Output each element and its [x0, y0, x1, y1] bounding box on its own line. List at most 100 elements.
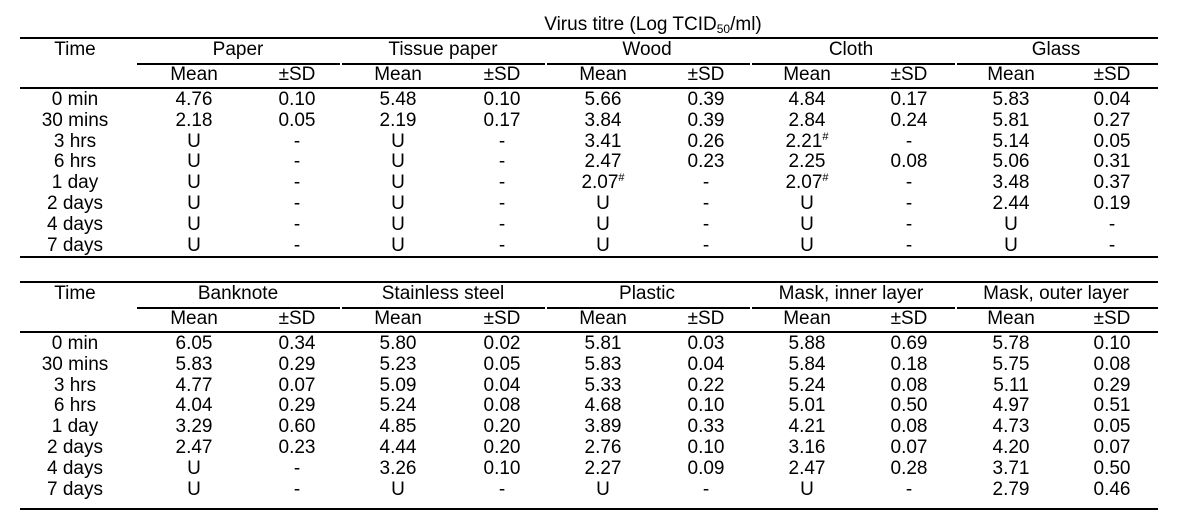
mean-value: 4.44 [379, 437, 417, 458]
sd-value: - [905, 478, 913, 500]
mean-value: 3.16 [788, 437, 826, 458]
sd-column-header: ±SD [483, 64, 521, 85]
table-title: Virus titre (Log TCID50/ml) [544, 14, 762, 36]
sd-value: 0.60 [278, 416, 316, 438]
mean-column-header: Mean [783, 64, 831, 85]
sd-value: 0.10 [687, 437, 725, 458]
sd-value: 0.07 [890, 437, 928, 458]
mean-column-header: Mean [783, 308, 831, 329]
time-label: 6 hrs [53, 395, 97, 417]
time-label: 3 hrs [53, 130, 97, 152]
sd-value: - [498, 130, 506, 152]
mean-value: U [391, 478, 405, 500]
sd-value: 0.34 [278, 333, 316, 354]
mean-value: 3.26 [379, 457, 417, 479]
sd-value: 0.10 [278, 89, 316, 110]
mean-value: 5.80 [379, 333, 417, 354]
mean-value: U [1004, 213, 1018, 235]
mean-value: U [391, 172, 405, 194]
surface-header: Paper [212, 39, 264, 60]
mean-value: U [391, 151, 405, 173]
mean-column-header: Mean [170, 308, 218, 329]
sd-value: - [1108, 234, 1116, 256]
mean-value: 2.18 [175, 109, 213, 131]
mean-value: 6.05 [175, 333, 213, 354]
mean-value: U [391, 234, 405, 256]
sd-value: - [905, 130, 913, 152]
sd-value: - [702, 213, 710, 235]
mean-column-header: Mean [579, 308, 627, 329]
mean-value: U [187, 130, 201, 152]
sd-value: 0.05 [1093, 130, 1131, 152]
surface-header: Wood [622, 39, 672, 60]
sd-value: 0.39 [687, 109, 725, 131]
sd-column-header: ±SD [687, 308, 725, 329]
time-column-header: Time [54, 283, 96, 304]
sd-value: 0.51 [1093, 395, 1131, 417]
rule-line [20, 331, 1158, 333]
sd-value: - [293, 151, 301, 173]
mean-value: 5.23 [379, 353, 417, 375]
mean-value: 2.76 [584, 437, 622, 458]
sd-value: 0.07 [278, 374, 316, 396]
rule-line [342, 307, 545, 309]
mean-value: U [800, 234, 814, 256]
time-label: 4 days [47, 457, 103, 479]
sd-value: 0.05 [483, 353, 521, 375]
sd-value: - [498, 213, 506, 235]
mean-value: 5.09 [379, 374, 417, 396]
sd-value: 0.50 [1093, 457, 1131, 479]
mean-value: 3.84 [584, 109, 622, 131]
sd-column-header: ±SD [687, 64, 725, 85]
mean-column-header: Mean [987, 308, 1035, 329]
sd-value: 0.69 [890, 333, 928, 354]
sd-column-header: ±SD [278, 64, 316, 85]
mean-value: 5.84 [788, 353, 826, 375]
sd-value: 0.31 [1093, 151, 1131, 173]
mean-value: 5.01 [788, 395, 826, 417]
mean-value: 2.07# [785, 172, 829, 194]
rule-line [547, 307, 750, 309]
sd-value: - [905, 213, 913, 235]
mean-value: 4.84 [788, 89, 826, 110]
mean-value: U [800, 213, 814, 235]
mean-value: U [596, 234, 610, 256]
sd-value: 0.46 [1093, 478, 1131, 500]
time-label: 1 day [51, 172, 99, 194]
sd-column-header: ±SD [483, 308, 521, 329]
rule-line [957, 63, 1158, 65]
mean-value: 5.83 [992, 89, 1030, 110]
mean-value: 3.41 [584, 130, 622, 152]
sd-value: - [293, 213, 301, 235]
mean-value: 4.21 [788, 416, 826, 438]
mean-value: U [187, 193, 201, 214]
sd-value: 0.08 [890, 151, 928, 173]
sd-value: 0.04 [1093, 89, 1131, 110]
footnote-marker: # [822, 130, 829, 143]
rule-line [547, 63, 750, 65]
sd-value: 0.04 [687, 353, 725, 375]
sd-value: 0.10 [483, 89, 521, 110]
mean-value: 5.83 [175, 353, 213, 375]
mean-value: 4.68 [584, 395, 622, 417]
sd-value: - [293, 130, 301, 152]
rule-line [752, 307, 955, 309]
sd-value: - [293, 193, 301, 214]
mean-value: 2.44 [992, 193, 1030, 214]
mean-value: 4.73 [992, 416, 1030, 438]
sd-value: 0.10 [483, 457, 521, 479]
sd-value: 0.28 [890, 457, 928, 479]
mean-value: 5.33 [584, 374, 622, 396]
sd-value: - [293, 234, 301, 256]
footnote-marker: # [822, 172, 829, 185]
sd-value: 0.20 [483, 416, 521, 438]
sd-value: - [905, 172, 913, 194]
title-suffix: /ml) [730, 14, 762, 35]
sd-value: 0.08 [1093, 353, 1131, 375]
sd-value: 0.05 [1093, 416, 1131, 438]
surface-header: Banknote [197, 283, 279, 304]
mean-value: 2.07# [581, 172, 625, 194]
time-label: 2 days [47, 437, 103, 458]
sd-column-header: ±SD [1093, 308, 1131, 329]
sd-value: 0.27 [1093, 109, 1131, 131]
